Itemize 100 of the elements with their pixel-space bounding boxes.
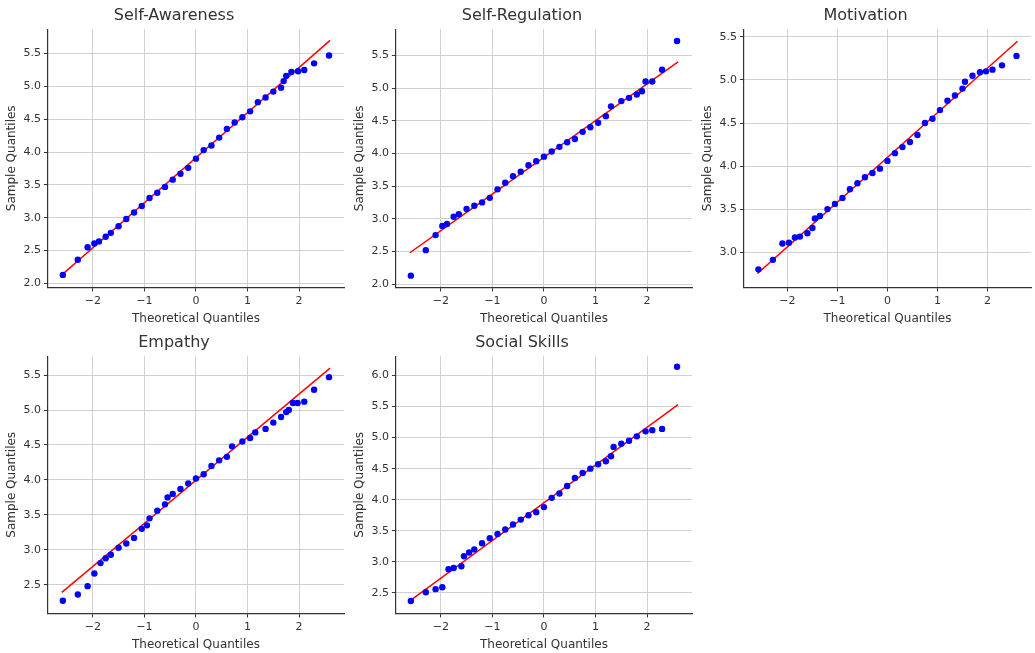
y-tick-label: 5.0: [23, 79, 41, 93]
point: [246, 108, 254, 115]
point: [899, 143, 906, 151]
point: [422, 589, 430, 596]
point: [809, 224, 816, 232]
point: [239, 438, 246, 445]
x-tick-label: 1: [592, 293, 600, 307]
point: [658, 425, 666, 433]
point: [869, 169, 876, 177]
y-tick-label: 2.5: [371, 244, 389, 258]
point: [294, 68, 302, 75]
y-tick-label: 5.0: [371, 80, 389, 94]
x-tick-label: 0: [883, 293, 891, 307]
point: [84, 244, 91, 251]
point: [74, 256, 82, 264]
point: [325, 373, 333, 381]
point: [571, 135, 579, 143]
point: [407, 272, 415, 279]
x-tick-label: 0: [192, 293, 200, 307]
point: [432, 585, 439, 593]
point: [463, 205, 470, 213]
y-tick-label: 3.5: [23, 507, 41, 521]
y-tick-label: 4.0: [23, 144, 41, 158]
point: [97, 559, 104, 567]
point: [587, 124, 594, 131]
point: [1013, 52, 1020, 60]
point: [525, 512, 532, 519]
point: [779, 240, 786, 247]
y-tick-label: 6.0: [371, 368, 389, 382]
point: [310, 60, 318, 67]
x-tick-label: −1: [136, 619, 153, 633]
y-tick-label: 4.5: [719, 115, 737, 129]
point: [74, 591, 82, 598]
x-tick-label: −2: [432, 619, 449, 633]
point: [130, 209, 138, 216]
y-tick-label: 2.0: [23, 276, 41, 290]
point: [154, 189, 161, 196]
point: [633, 433, 640, 440]
point: [130, 534, 138, 542]
point: [816, 212, 824, 220]
point: [143, 522, 151, 529]
y-tick-label: 5.0: [371, 430, 389, 444]
point: [262, 425, 269, 433]
point: [533, 508, 540, 516]
point: [277, 84, 285, 91]
point: [548, 148, 555, 155]
point: [811, 215, 819, 222]
point: [154, 507, 161, 514]
point: [115, 223, 122, 230]
y-axis-title: Sample Quantiles: [4, 105, 19, 212]
x-tick-label: 2: [643, 619, 651, 633]
point: [876, 165, 884, 172]
chart-title: Empathy: [138, 331, 210, 351]
point: [270, 88, 277, 95]
x-tick-label: −1: [829, 293, 846, 307]
point: [533, 158, 540, 165]
point: [246, 434, 254, 442]
point: [102, 554, 109, 562]
y-tick-label: 5.0: [719, 72, 737, 86]
point: [502, 526, 509, 533]
point: [185, 164, 192, 172]
point: [804, 229, 811, 237]
y-axis-title: Sample Quantiles: [352, 431, 367, 538]
point: [673, 37, 681, 45]
point: [982, 68, 990, 75]
point: [594, 461, 602, 468]
point: [146, 194, 153, 202]
point: [831, 200, 839, 208]
point: [602, 457, 610, 465]
point: [460, 553, 468, 560]
point: [976, 69, 984, 76]
point: [556, 143, 563, 151]
point: [951, 92, 959, 99]
point: [587, 465, 594, 472]
point: [969, 72, 976, 79]
x-tick-label: 2: [983, 293, 991, 307]
point: [961, 78, 969, 85]
chart-title: Motivation: [823, 4, 908, 24]
point: [502, 179, 509, 187]
x-tick-label: −2: [779, 293, 796, 307]
point: [200, 146, 207, 154]
point: [540, 503, 548, 511]
x-tick-label: 0: [540, 619, 548, 633]
x-tick-label: −1: [484, 619, 501, 633]
point: [169, 176, 176, 183]
y-tick-label: 5.5: [23, 367, 41, 381]
y-tick-label: 2.5: [23, 577, 41, 591]
x-tick-label: 0: [540, 293, 548, 307]
chart-title: Social Skills: [475, 331, 569, 351]
point: [123, 215, 130, 223]
x-tick-label: 0: [192, 619, 200, 633]
point: [625, 437, 633, 444]
point: [192, 155, 200, 162]
point: [270, 419, 277, 426]
point: [796, 233, 804, 240]
point: [571, 474, 579, 482]
y-tick-label: 5.5: [23, 46, 41, 60]
point: [200, 471, 207, 478]
point: [755, 266, 762, 273]
point: [185, 480, 192, 487]
